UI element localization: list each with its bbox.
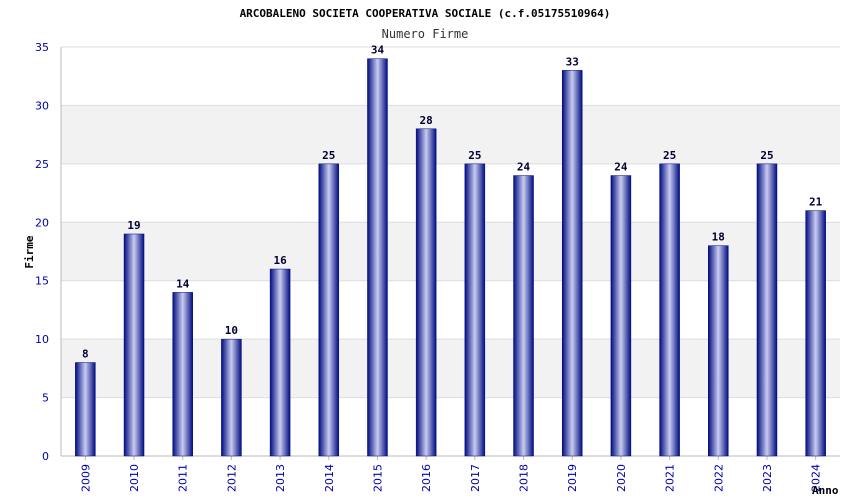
value-label-2014: 25 [322,149,335,162]
bar-2011 [172,292,193,457]
x-tick-label-2024: 2024 [810,464,823,492]
x-tick-label-2014: 2014 [323,464,336,492]
bar-2021 [659,163,680,457]
value-label-2018: 24 [517,161,531,174]
value-label-2010: 19 [127,219,140,232]
bar-2018 [513,175,534,457]
value-label-2013: 16 [273,254,287,267]
bar-2019 [561,70,583,457]
grid-band [61,105,840,164]
bar-2009 [75,362,96,457]
x-tick-label-2016: 2016 [420,464,433,492]
value-label-2012: 10 [225,324,238,337]
bars [75,58,826,457]
x-tick-label-2010: 2010 [128,464,141,492]
y-tick-label: 0 [42,450,49,463]
y-tick-label: 20 [35,216,49,229]
bar-2020 [610,175,632,457]
value-label-2020: 24 [614,161,628,174]
x-tick-label-2022: 2022 [712,464,725,492]
bar-2015 [367,58,388,457]
y-tick-label: 25 [35,158,49,171]
x-tick-label-2015: 2015 [371,464,384,492]
y-tick-label: 5 [42,392,49,405]
x-tick-label-2012: 2012 [225,464,238,492]
x-tick-label-2009: 2009 [79,464,92,492]
value-label-2023: 25 [760,149,773,162]
bar-2016 [415,128,437,457]
value-label-2022: 18 [712,231,725,244]
value-label-2016: 28 [420,114,433,127]
y-axis-label: Firme [23,235,36,268]
x-tick-label-2021: 2021 [664,464,677,492]
x-tick-label-2011: 2011 [177,464,190,492]
bar-2014 [318,163,340,457]
y-tick-label: 35 [35,41,49,54]
value-label-2017: 25 [468,149,481,162]
value-label-2009: 8 [82,348,89,361]
value-labels: 8 19 14 10 16 25 34 28 25 24 33 24 25 18 25 21 [82,44,823,361]
value-label-2019: 33 [566,55,579,68]
x-tick-labels: 2009 2010 2011 2012 2013 2014 2015 2016 2017 2018… [79,464,822,492]
x-tick-label-2017: 2017 [469,464,482,492]
bar-2013 [269,268,291,457]
value-label-2015: 34 [371,44,385,57]
value-label-2011: 14 [176,277,190,290]
bar-2012 [221,338,242,457]
value-label-2021: 25 [663,149,676,162]
y-tick-label: 10 [35,333,49,346]
x-tick-label-2018: 2018 [518,464,531,492]
x-axis-label: Anno [812,484,839,497]
y-tick-label: 15 [35,275,49,288]
x-tick-label-2019: 2019 [566,464,579,492]
bar-2024 [805,210,826,457]
bar-2023 [756,163,778,457]
chart-title: ARCOBALENO SOCIETA COOPERATIVA SOCIALE (… [240,7,611,20]
bar-2022 [708,245,729,457]
bar-2010 [123,233,145,457]
x-tick-label-2023: 2023 [761,464,774,492]
x-tick-label-2020: 2020 [615,464,628,492]
x-tick-label-2013: 2013 [274,464,287,492]
bar-2017 [464,163,486,457]
value-label-2024: 21 [809,196,823,209]
y-tick-label: 30 [35,99,49,112]
y-tick-labels: 0 5 10 15 20 25 30 35 [35,41,49,463]
chart-subtitle: Numero Firme [382,27,469,41]
